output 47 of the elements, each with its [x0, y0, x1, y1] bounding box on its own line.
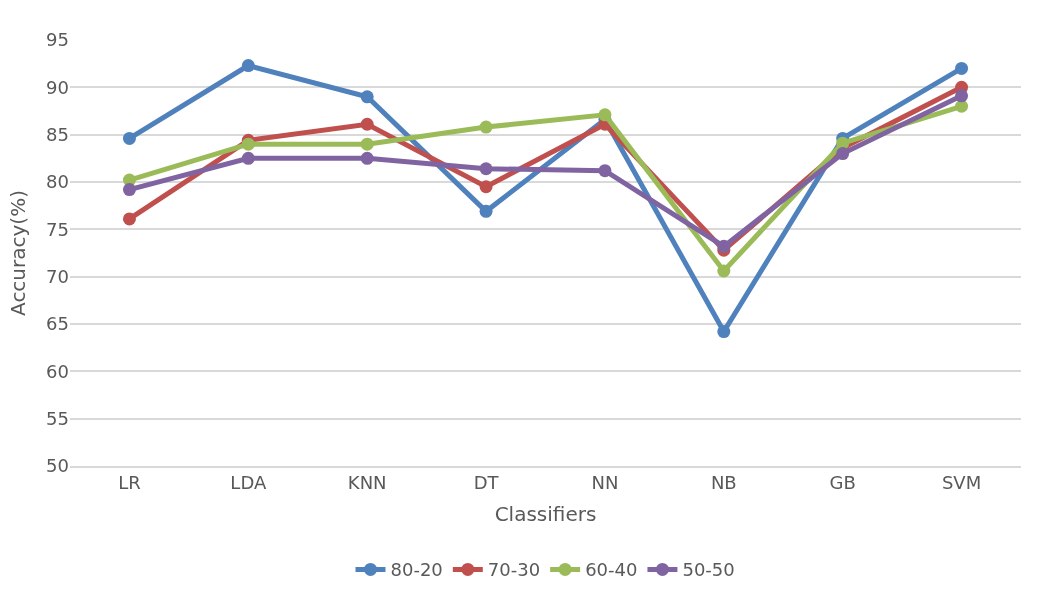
point [955, 61, 969, 75]
x-tick-label: LDA [230, 472, 267, 494]
point [955, 99, 969, 113]
point [360, 90, 374, 104]
point [360, 137, 374, 151]
x-tick-label: NB [710, 472, 737, 494]
point [479, 162, 493, 176]
x-tick-label: GB [829, 472, 856, 494]
x-axis-title: Classifiers [494, 502, 597, 527]
x-tick-label: DT [473, 472, 500, 494]
point [479, 180, 493, 194]
y-axis-title: Accuracy(%) [5, 190, 30, 316]
y-tick-label: 55 [46, 407, 69, 429]
legend-label: 50-50 [682, 559, 735, 581]
point [479, 120, 493, 134]
point [598, 164, 612, 178]
x-tick-label: SVM [941, 472, 982, 494]
x-tick-label: KNN [347, 472, 387, 494]
y-tick-label: 95 [46, 29, 69, 51]
point [836, 147, 850, 161]
point [241, 59, 255, 73]
point [479, 204, 493, 218]
point [241, 137, 255, 151]
point [360, 117, 374, 131]
point [717, 325, 731, 339]
point [360, 151, 374, 165]
legend-label: 80-20 [390, 559, 443, 581]
point [717, 264, 731, 278]
point [598, 108, 612, 122]
y-tick-label: 60 [46, 360, 69, 382]
y-tick-label: 50 [46, 455, 69, 477]
y-tick-label: 90 [46, 76, 69, 98]
legend-label: 60-40 [585, 559, 638, 581]
x-tick-label: NN [591, 472, 619, 494]
point [122, 212, 136, 226]
y-tick-label: 75 [46, 218, 69, 240]
point [122, 131, 136, 145]
y-tick-label: 65 [46, 313, 69, 335]
x-tick-label: LR [118, 472, 141, 494]
y-tick-label: 70 [46, 265, 69, 287]
point [955, 89, 969, 103]
y-tick-label: 80 [46, 171, 69, 193]
y-tick-label: 85 [46, 123, 69, 145]
point [122, 183, 136, 197]
legend-label: 70-30 [487, 559, 541, 581]
point [241, 151, 255, 165]
point [717, 239, 731, 253]
